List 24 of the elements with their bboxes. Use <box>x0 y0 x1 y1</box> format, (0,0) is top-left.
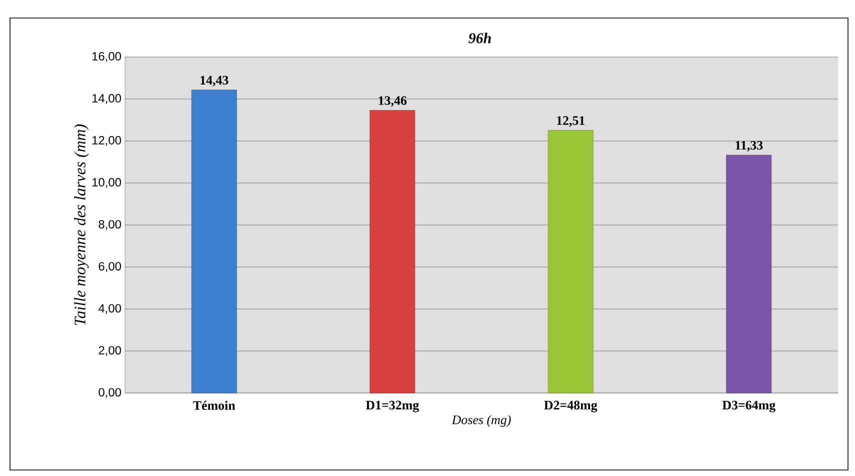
data-label: 13,46 <box>378 96 407 107</box>
x-tick-label: Témoin <box>193 400 236 410</box>
x-tick-label: D1=32mg <box>366 400 419 412</box>
y-tick-label: 10,00 <box>92 178 122 188</box>
data-label: 11,33 <box>736 140 763 152</box>
x-axis-title: Doses (mg) <box>452 415 511 427</box>
bar <box>370 110 416 394</box>
y-tick-label: 14,00 <box>92 94 122 104</box>
bar <box>726 154 772 394</box>
y-axis-title: Taille moyenne des larves (mm) <box>74 124 89 326</box>
x-tick-label: D3=64mg <box>722 400 776 412</box>
y-tick-label: 2,00 <box>98 346 122 356</box>
bar <box>191 90 237 394</box>
y-tick-label: 6,00 <box>98 262 122 272</box>
data-label: 12,51 <box>557 116 585 127</box>
y-tick-label: 8,00 <box>98 220 122 230</box>
y-tick-label: 4,00 <box>98 304 122 314</box>
y-tick-label: 16,00 <box>92 52 122 62</box>
bar <box>548 130 594 394</box>
y-tick-label: 0,00 <box>98 388 122 398</box>
data-label: 14,43 <box>200 76 228 86</box>
x-tick-label: D2=48mg <box>544 400 598 412</box>
y-tick-label: 12,00 <box>92 136 122 146</box>
chart-title: 96h <box>468 32 491 44</box>
